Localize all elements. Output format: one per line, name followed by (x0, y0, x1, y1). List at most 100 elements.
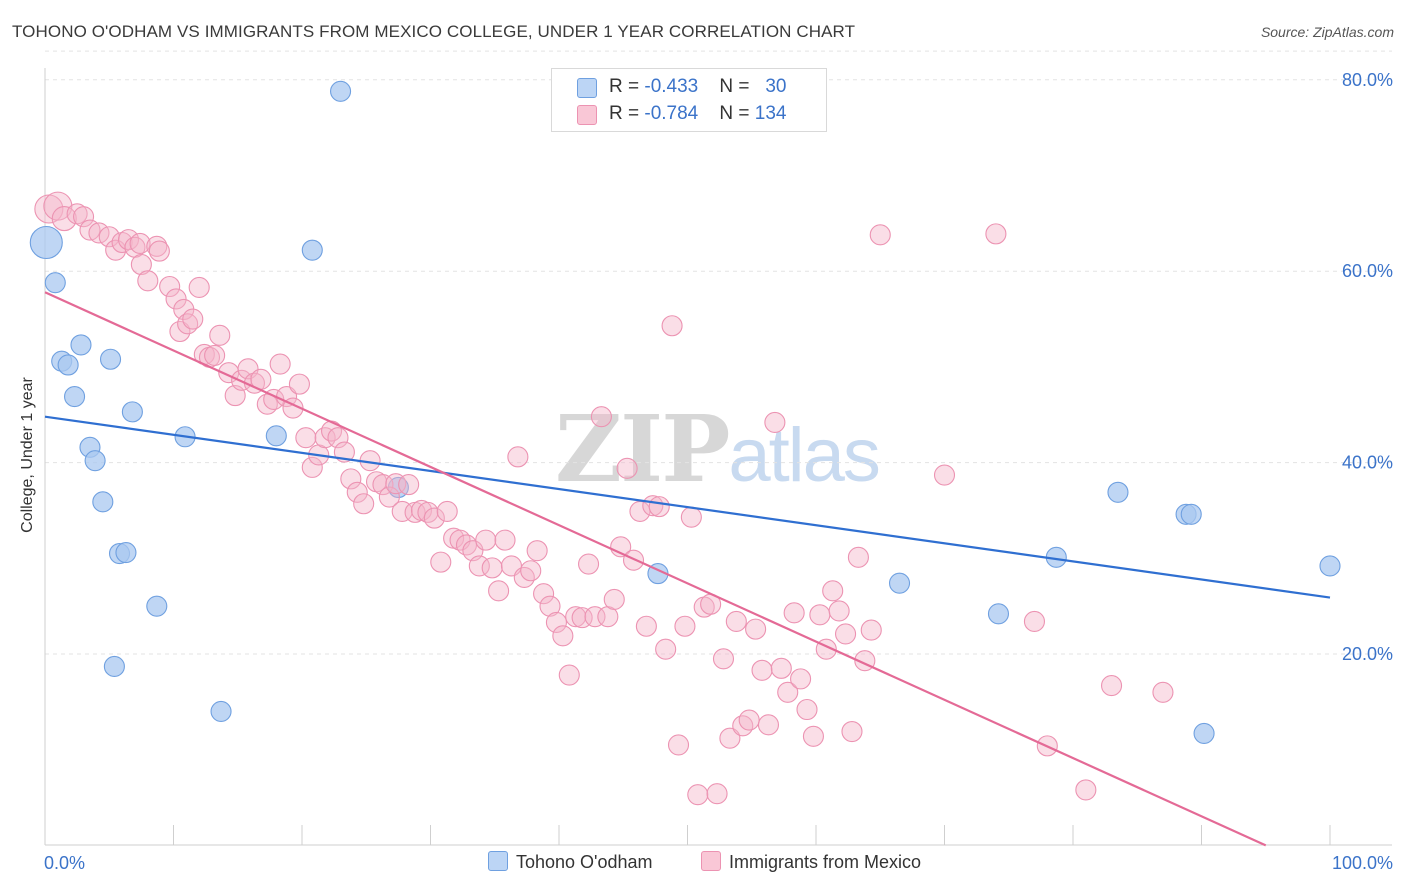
point-mexico (552, 625, 574, 647)
x-tick-label-start: 0.0% (44, 853, 85, 873)
point-tohono (1319, 555, 1341, 577)
point-mexico (1023, 610, 1045, 633)
point-tohono (265, 425, 287, 447)
point-mexico (802, 725, 824, 747)
trend-line-mexico (44, 291, 1267, 847)
point-mexico (584, 606, 606, 628)
point-mexico (520, 560, 542, 582)
y-tick-label: 60.0% (1342, 261, 1393, 281)
point-mexico (353, 493, 375, 515)
point-mexico (751, 659, 773, 681)
point-mexico (346, 481, 368, 503)
point-mexico (783, 602, 805, 624)
point-tohono (987, 603, 1010, 625)
point-mexico (1152, 681, 1174, 703)
point-mexico (847, 546, 869, 568)
point-tohono (146, 595, 168, 617)
legend-r-value: -0.784 (644, 103, 699, 124)
point-tohono (301, 239, 323, 261)
chart-title: TOHONO O'ODHAM VS IMMIGRANTS FROM MEXICO… (12, 22, 856, 41)
y-tick-label: 20.0% (1342, 644, 1393, 664)
point-mexico (1075, 779, 1097, 801)
point-mexico (494, 529, 516, 551)
legend-n-label: N = (719, 103, 755, 124)
source-label: Source: ZipAtlas.com (1260, 24, 1394, 40)
gridlines (45, 50, 1392, 655)
point-mexico (648, 496, 670, 518)
legend-r-value: -0.433 (644, 76, 699, 97)
point-mexico (985, 223, 1007, 245)
point-mexico (655, 638, 677, 660)
point-mexico (841, 720, 863, 743)
point-mexico (73, 206, 95, 228)
legend-n-value: 134 (754, 103, 787, 124)
point-mexico (148, 240, 170, 262)
point-mexico (526, 540, 548, 562)
point-mexico (378, 486, 400, 508)
point-mexico (481, 557, 503, 579)
legend-item-mexico: Immigrants from Mexico (701, 851, 921, 873)
point-mexico (340, 468, 362, 490)
point-mexico (301, 456, 323, 478)
point-tohono (1193, 722, 1215, 744)
point-mexico (533, 583, 555, 605)
point-mexico (423, 507, 445, 529)
point-mexico (159, 275, 181, 298)
legend-swatch-mexico-bottom (701, 851, 721, 871)
point-mexico (488, 580, 510, 602)
point-mexico (661, 315, 683, 337)
point-mexico (188, 276, 210, 299)
point-mexico (732, 715, 754, 737)
point-tohono (92, 491, 114, 513)
point-mexico (719, 727, 741, 749)
legend-text-tohono: R = -0.433 N = 30 (609, 76, 786, 98)
point-mexico (475, 529, 497, 551)
point-mexico (828, 600, 850, 622)
point-mexico (507, 446, 529, 468)
point-mexico (430, 551, 452, 573)
point-tohono (64, 386, 86, 408)
point-tohono (84, 450, 106, 472)
point-mexico (622, 549, 645, 571)
watermark-atlas: atlas (728, 413, 881, 498)
point-mexico (860, 619, 882, 641)
point-mexico (770, 657, 792, 679)
legend-r-label: R = (609, 103, 645, 124)
point-tohono (121, 401, 143, 423)
y-tick-label: 40.0% (1342, 453, 1393, 473)
point-mexico (417, 501, 439, 523)
point-mexico (674, 615, 696, 637)
point-tohono (99, 348, 122, 370)
point-mexico (757, 714, 780, 736)
point-mexico (545, 611, 567, 633)
point-mexico (687, 784, 709, 806)
point-mexico (513, 566, 535, 588)
trend-lines (44, 291, 1331, 847)
point-mexico (165, 288, 187, 310)
point-mexico (680, 506, 702, 528)
point-mexico (809, 604, 831, 626)
point-mexico (738, 709, 760, 731)
legend-n-label: N = (719, 76, 755, 97)
axes (44, 68, 1392, 846)
legend-swatch-mexico (577, 105, 597, 125)
point-mexico (603, 588, 625, 611)
point-mexico (822, 580, 844, 602)
point-tohono (70, 334, 92, 356)
point-mexico (129, 232, 151, 254)
point-mexico (51, 206, 77, 232)
point-tohono (329, 80, 352, 102)
trend-line-tohono (44, 415, 1331, 599)
point-tohono (1180, 503, 1202, 525)
point-tohono (888, 572, 911, 594)
point-mexico (204, 344, 226, 366)
point-mexico (712, 648, 735, 670)
point-mexico (578, 553, 600, 575)
point-mexico (796, 698, 818, 721)
legend-swatch-tohono (577, 78, 597, 98)
point-mexico (667, 734, 690, 756)
point-mexico (539, 595, 561, 617)
point-mexico (869, 224, 891, 246)
point-mexico (745, 618, 767, 640)
